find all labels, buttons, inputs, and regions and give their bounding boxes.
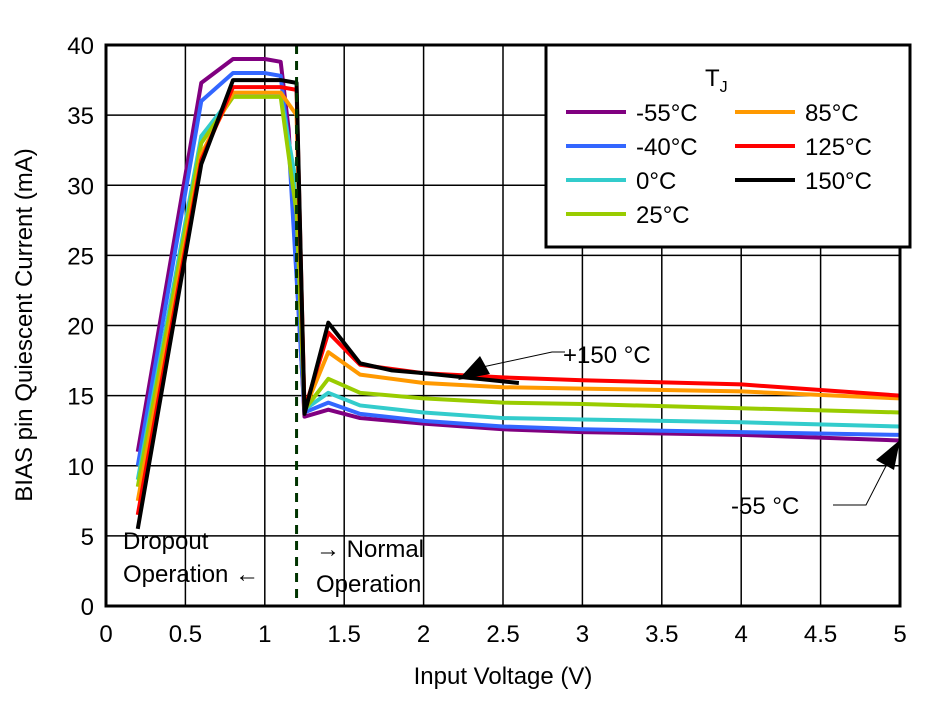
x-tick-label: 3.5	[645, 621, 678, 648]
series-line-150°C	[135, 78, 520, 530]
normal-label-2: Operation	[316, 571, 421, 598]
y-tick-label: 25	[67, 243, 94, 270]
plot-frame	[104, 43, 902, 608]
legend-label: 150°C	[805, 168, 872, 195]
x-tick-label: 5	[893, 621, 906, 648]
y-tick-label: 40	[67, 33, 94, 60]
y-tick-label: 15	[67, 384, 94, 411]
annotation-hot-label: +150 °C	[563, 342, 651, 369]
x-tick-label: 1	[258, 621, 271, 648]
legend-label: -40°C	[636, 134, 698, 161]
legend-title: TJ	[705, 65, 728, 96]
y-axis-label: BIAS pin Quiescent Current (mA)	[11, 148, 38, 501]
legend-label: 85°C	[805, 100, 859, 127]
legend-label: 25°C	[636, 202, 690, 229]
y-tick-label: 5	[81, 524, 94, 551]
series-lines	[135, 57, 901, 530]
x-tick-label: 3	[576, 621, 589, 648]
x-axis-label: Input Voltage (V)	[414, 663, 593, 690]
x-tick-label: 0.5	[169, 621, 202, 648]
x-tick-label: 0	[99, 621, 112, 648]
y-tick-label: 10	[67, 454, 94, 481]
dropout-label-2: Operation ←	[123, 561, 259, 588]
x-tick-label: 4.5	[804, 621, 837, 648]
y-tick-label: 30	[67, 173, 94, 200]
x-tick-label: 2	[417, 621, 430, 648]
x-tick-label: 2.5	[486, 621, 519, 648]
annotation-hot: +150 °C	[458, 342, 651, 380]
y-tick-label: 35	[67, 103, 94, 130]
legend: TJ -55°C -40°C 0°C 25°C 85°C 125°C 150°C	[544, 43, 912, 249]
y-tick-label: 0	[81, 594, 94, 621]
annotation-cold: -55 °C	[731, 440, 900, 520]
tick-labels: 0 0.5 1 1.5 2 2.5 3 3.5 4 4.5 5 0 5 10 15 20 25 30 35 40	[67, 33, 906, 648]
legend-label: -55°C	[636, 100, 698, 127]
series-line--40°C	[135, 71, 901, 467]
normal-label-1: → Normal	[316, 536, 424, 563]
series-line--55°C	[135, 57, 901, 453]
y-tick-label: 20	[67, 314, 94, 341]
dropout-label-1: Dropout	[123, 528, 209, 555]
legend-label: 0°C	[636, 168, 676, 195]
series-line-85°C	[135, 90, 901, 502]
annotation-cold-label: -55 °C	[731, 493, 799, 520]
series-line-25°C	[135, 94, 901, 488]
x-tick-label: 1.5	[328, 621, 361, 648]
legend-label: 125°C	[805, 134, 872, 161]
x-tick-label: 4	[735, 621, 748, 648]
